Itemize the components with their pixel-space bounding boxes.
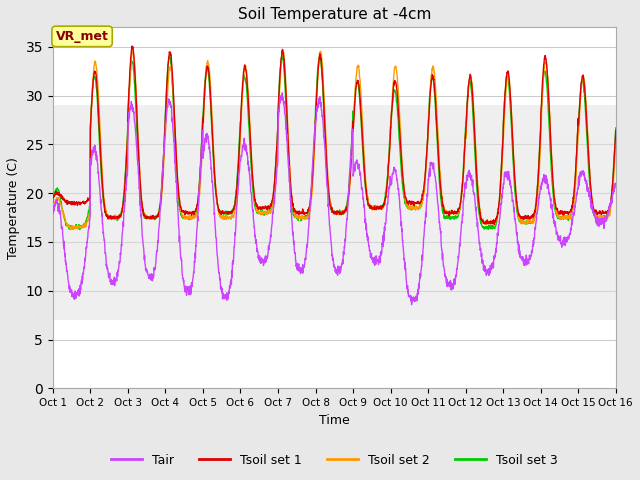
X-axis label: Time: Time: [319, 414, 349, 427]
Legend: Tair, Tsoil set 1, Tsoil set 2, Tsoil set 3: Tair, Tsoil set 1, Tsoil set 2, Tsoil se…: [106, 449, 563, 472]
Title: Soil Temperature at -4cm: Soil Temperature at -4cm: [237, 7, 431, 22]
Bar: [53, 105, 616, 320]
Text: VR_met: VR_met: [56, 30, 109, 43]
Y-axis label: Temperature (C): Temperature (C): [7, 157, 20, 259]
